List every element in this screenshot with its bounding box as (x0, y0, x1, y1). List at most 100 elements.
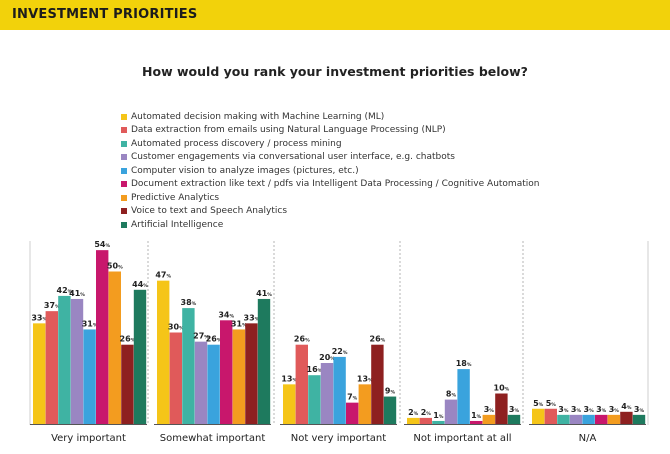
legend-swatch (121, 194, 127, 201)
legend-item: Voice to text and Speech Analytics (121, 205, 539, 219)
data-label: 3% (509, 405, 520, 414)
bar-3-2 (432, 420, 445, 424)
bar-0-7 (121, 344, 134, 424)
legend-swatch (121, 208, 127, 215)
data-label: 3% (571, 405, 582, 414)
chart-title: How would you rank your investment prior… (142, 64, 528, 79)
data-label: 26% (294, 335, 310, 344)
data-label: 10% (494, 384, 510, 393)
data-label: 27% (193, 332, 209, 341)
data-label: 13% (281, 374, 297, 383)
data-label: 4% (621, 402, 632, 411)
legend-label: Artificial Intelligence (131, 219, 224, 230)
data-label: 41% (256, 289, 272, 298)
bar-0-2 (58, 295, 71, 424)
bar-4-1 (544, 408, 557, 424)
bar-0-4 (83, 329, 96, 424)
legend-item: Automated process discovery / process mi… (121, 137, 539, 151)
bar-0-8 (133, 289, 147, 424)
data-label: 2% (421, 408, 432, 417)
bar-1-5 (220, 320, 233, 424)
data-label: 33% (244, 313, 260, 322)
bar-2-0 (283, 384, 296, 424)
data-label: 31% (82, 319, 98, 328)
data-label: 41% (69, 289, 85, 298)
data-label: 34% (218, 310, 234, 319)
data-label: 26% (120, 335, 136, 344)
legend-label: Automated process discovery / process mi… (131, 138, 342, 149)
data-label: 22% (332, 347, 348, 356)
bar-0-3 (70, 298, 84, 424)
data-label: 3% (609, 405, 620, 414)
legend-label: Data extraction from emails using Natura… (131, 125, 446, 136)
data-label: 5% (533, 399, 544, 408)
data-label: 42% (57, 286, 73, 295)
bar-2-8 (383, 396, 397, 424)
header-bar: INVESTMENT PRIORITIES (0, 0, 670, 30)
data-label: 26% (370, 335, 386, 344)
data-label: 31% (231, 319, 247, 328)
category-label: Not important at all (413, 433, 511, 444)
bar-4-3 (569, 414, 583, 424)
bar-1-7 (245, 323, 258, 424)
data-label: 3% (584, 405, 595, 414)
legend-label: Automated decision making with Machine L… (131, 111, 385, 122)
bar-1-8 (257, 298, 271, 424)
bar-4-4 (582, 414, 595, 424)
legend-item: Computer vision to analyze images (pictu… (121, 164, 539, 178)
data-label: 2% (408, 408, 419, 417)
category-label: Not very important (291, 433, 386, 444)
legend-label: Predictive Analytics (131, 192, 220, 203)
bar-3-0 (407, 417, 420, 424)
data-label: 1% (433, 411, 444, 420)
bar-2-2 (308, 375, 321, 424)
bar-3-8 (507, 414, 521, 424)
legend-label: Voice to text and Speech Analytics (131, 206, 288, 217)
bar-3-3 (444, 399, 458, 424)
bar-3-7 (495, 393, 508, 424)
data-label: 54% (94, 240, 110, 249)
data-label: 16% (307, 365, 323, 374)
data-label: 8% (446, 390, 457, 399)
data-label: 47% (155, 271, 171, 280)
bar-1-6 (232, 329, 245, 424)
legend-item: Data extraction from emails using Natura… (121, 124, 539, 138)
bar-2-5 (346, 402, 359, 424)
category-label: Very important (51, 433, 126, 444)
data-label: 3% (484, 405, 495, 414)
bar-2-6 (358, 384, 371, 424)
bar-2-3 (320, 363, 334, 424)
data-label: 50% (107, 262, 123, 271)
legend-item: Artificial Intelligence (121, 218, 539, 232)
legend-swatch (121, 113, 127, 120)
bar-4-7 (620, 411, 633, 424)
legend-swatch (121, 127, 127, 134)
data-label: 37% (44, 301, 60, 310)
bar-3-6 (482, 414, 495, 424)
bar-1-2 (182, 308, 195, 424)
legend-label: Document extraction like text / pdfs via… (131, 179, 540, 190)
bar-1-4 (207, 344, 220, 424)
bar-4-0 (532, 408, 545, 424)
bar-3-4 (457, 369, 470, 424)
legend-swatch (121, 140, 127, 147)
data-label: 9% (385, 387, 396, 396)
bar-4-2 (557, 414, 570, 424)
data-label: 33% (31, 313, 47, 322)
data-label: 26% (206, 335, 222, 344)
bar-0-6 (108, 271, 121, 424)
category-label: N/A (579, 433, 597, 444)
data-label: 44% (132, 280, 148, 289)
legend-label: Customer engagements via conversational … (131, 152, 455, 163)
legend-swatch (121, 221, 127, 228)
bar-0-5 (96, 250, 109, 424)
data-label: 1% (471, 411, 482, 420)
data-label: 38% (181, 298, 197, 307)
data-label: 18% (456, 359, 472, 368)
legend-item: Predictive Analytics (121, 191, 539, 205)
data-label: 5% (546, 399, 557, 408)
bar-0-1 (45, 311, 58, 424)
data-label: 7% (347, 393, 358, 402)
data-label: 3% (634, 405, 645, 414)
